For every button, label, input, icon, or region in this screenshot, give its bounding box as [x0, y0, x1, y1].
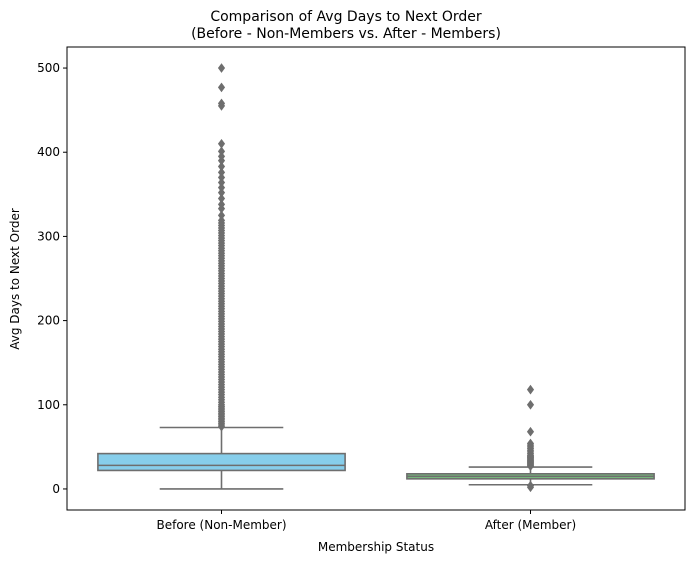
outlier-marker — [217, 215, 226, 226]
y-tick-label: 300 — [37, 229, 60, 243]
outlier-marker — [217, 199, 226, 210]
x-tick-label: Before (Non-Member) — [156, 518, 286, 532]
outlier-marker — [526, 384, 535, 395]
outlier-marker — [217, 182, 226, 193]
y-tick-label: 100 — [37, 398, 60, 412]
outlier-marker — [217, 172, 226, 183]
outlier-marker — [526, 426, 535, 437]
outlier-marker — [217, 63, 226, 73]
outlier-marker — [217, 151, 226, 162]
x-axis: Before (Non-Member) After (Member) — [156, 510, 576, 532]
x-axis-label: Membership Status — [318, 540, 434, 554]
plot-area — [97, 63, 655, 493]
outlier-marker — [217, 193, 226, 204]
outlier-marker — [217, 161, 226, 172]
outlier-marker — [526, 480, 535, 491]
outlier-marker — [217, 167, 226, 178]
outlier-marker — [217, 98, 226, 109]
outlier-marker — [217, 82, 226, 93]
y-tick-label: 500 — [37, 61, 60, 75]
y-tick-label: 400 — [37, 145, 60, 159]
outlier-marker — [217, 146, 226, 157]
y-tick-label: 0 — [52, 482, 60, 496]
x-tick-label: After (Member) — [485, 518, 576, 532]
y-axis-label: Avg Days to Next Order — [8, 208, 22, 350]
box-iqr — [97, 452, 346, 472]
outlier-marker — [526, 438, 535, 449]
chart-title-line2: (Before - Non-Members vs. After - Member… — [191, 26, 501, 42]
chart-title-line1: Comparison of Avg Days to Next Order — [210, 9, 482, 25]
outlier-marker — [526, 399, 535, 410]
outlier-marker — [217, 187, 226, 198]
outlier-marker — [217, 177, 226, 188]
plot-frame — [66, 46, 686, 511]
y-axis: 0 100 200 300 400 500 — [37, 61, 67, 496]
outlier-marker — [217, 210, 226, 221]
y-tick-label: 200 — [37, 314, 60, 328]
outlier-marker — [217, 138, 226, 149]
